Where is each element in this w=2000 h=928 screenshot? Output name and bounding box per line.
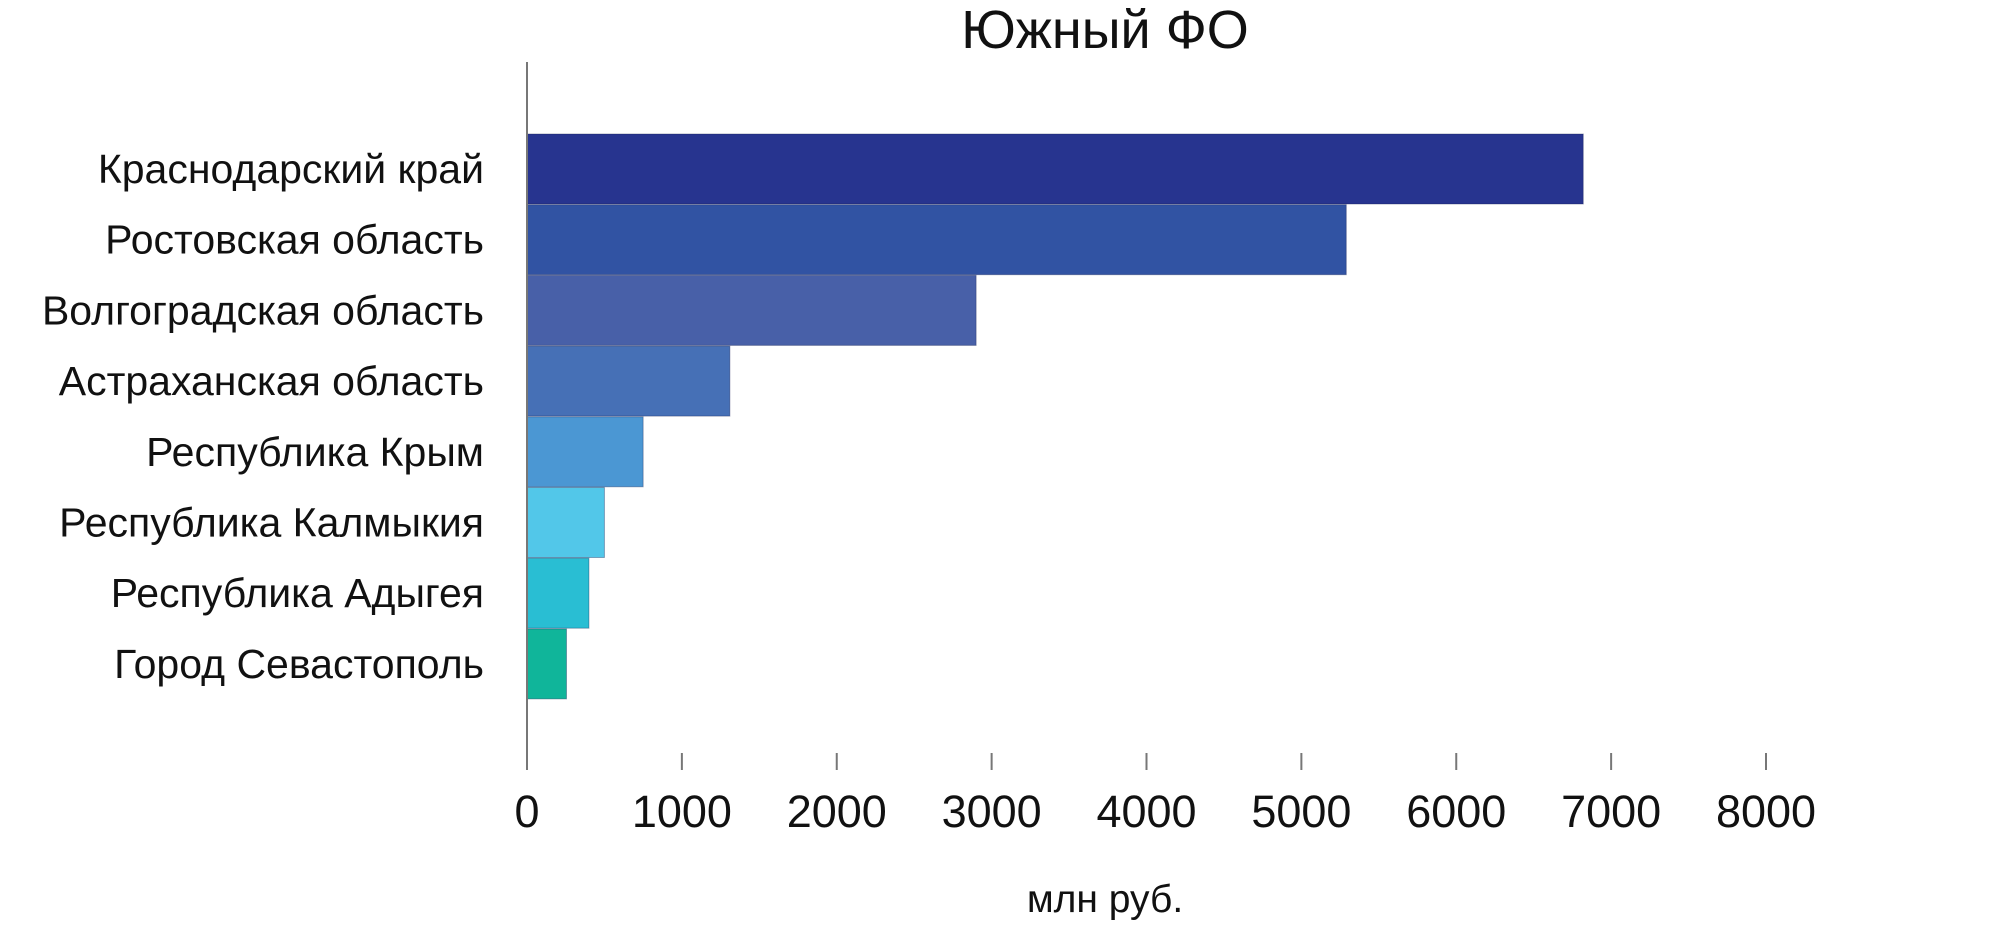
bar-4: [526, 345, 731, 417]
bar-3: [526, 274, 977, 346]
category-label: Республика Крым: [146, 429, 484, 475]
x-tick-label: 5000: [1251, 786, 1351, 837]
bar-7: [526, 557, 590, 629]
category-label: Краснодарский край: [98, 146, 484, 192]
x-axis-title: млн руб.: [1027, 878, 1183, 921]
category-labels: Краснодарский край Ростовская область Волг…: [42, 146, 484, 687]
x-tick-label: 1000: [632, 786, 732, 837]
x-tick-label: 3000: [942, 786, 1042, 837]
bars-layer: [526, 133, 1584, 700]
category-label: Республика Калмыкия: [59, 500, 484, 546]
x-tick-label: 6000: [1406, 786, 1506, 837]
category-label: Ростовская область: [105, 217, 484, 263]
category-label: Республика Адыгея: [111, 570, 484, 616]
x-tick-label: 2000: [787, 786, 887, 837]
x-tick-label: 4000: [1096, 786, 1196, 837]
bar-8: [526, 628, 567, 700]
category-label: Астраханская область: [59, 358, 484, 404]
bar-1: [526, 133, 1584, 205]
category-label: Город Севастополь: [114, 641, 484, 687]
x-tick-label: 8000: [1716, 786, 1816, 837]
x-tick-label: 0: [514, 786, 539, 837]
x-tick-label: 7000: [1561, 786, 1661, 837]
bar-6: [526, 487, 605, 558]
chart-title: Южный ФО: [961, 0, 1249, 60]
bar-2: [526, 204, 1347, 276]
bar-5: [526, 416, 644, 488]
category-label: Волгоградская область: [42, 287, 484, 333]
axes: 0 1000 2000 3000 4000 5000 6000 7000 8000: [514, 62, 1816, 837]
